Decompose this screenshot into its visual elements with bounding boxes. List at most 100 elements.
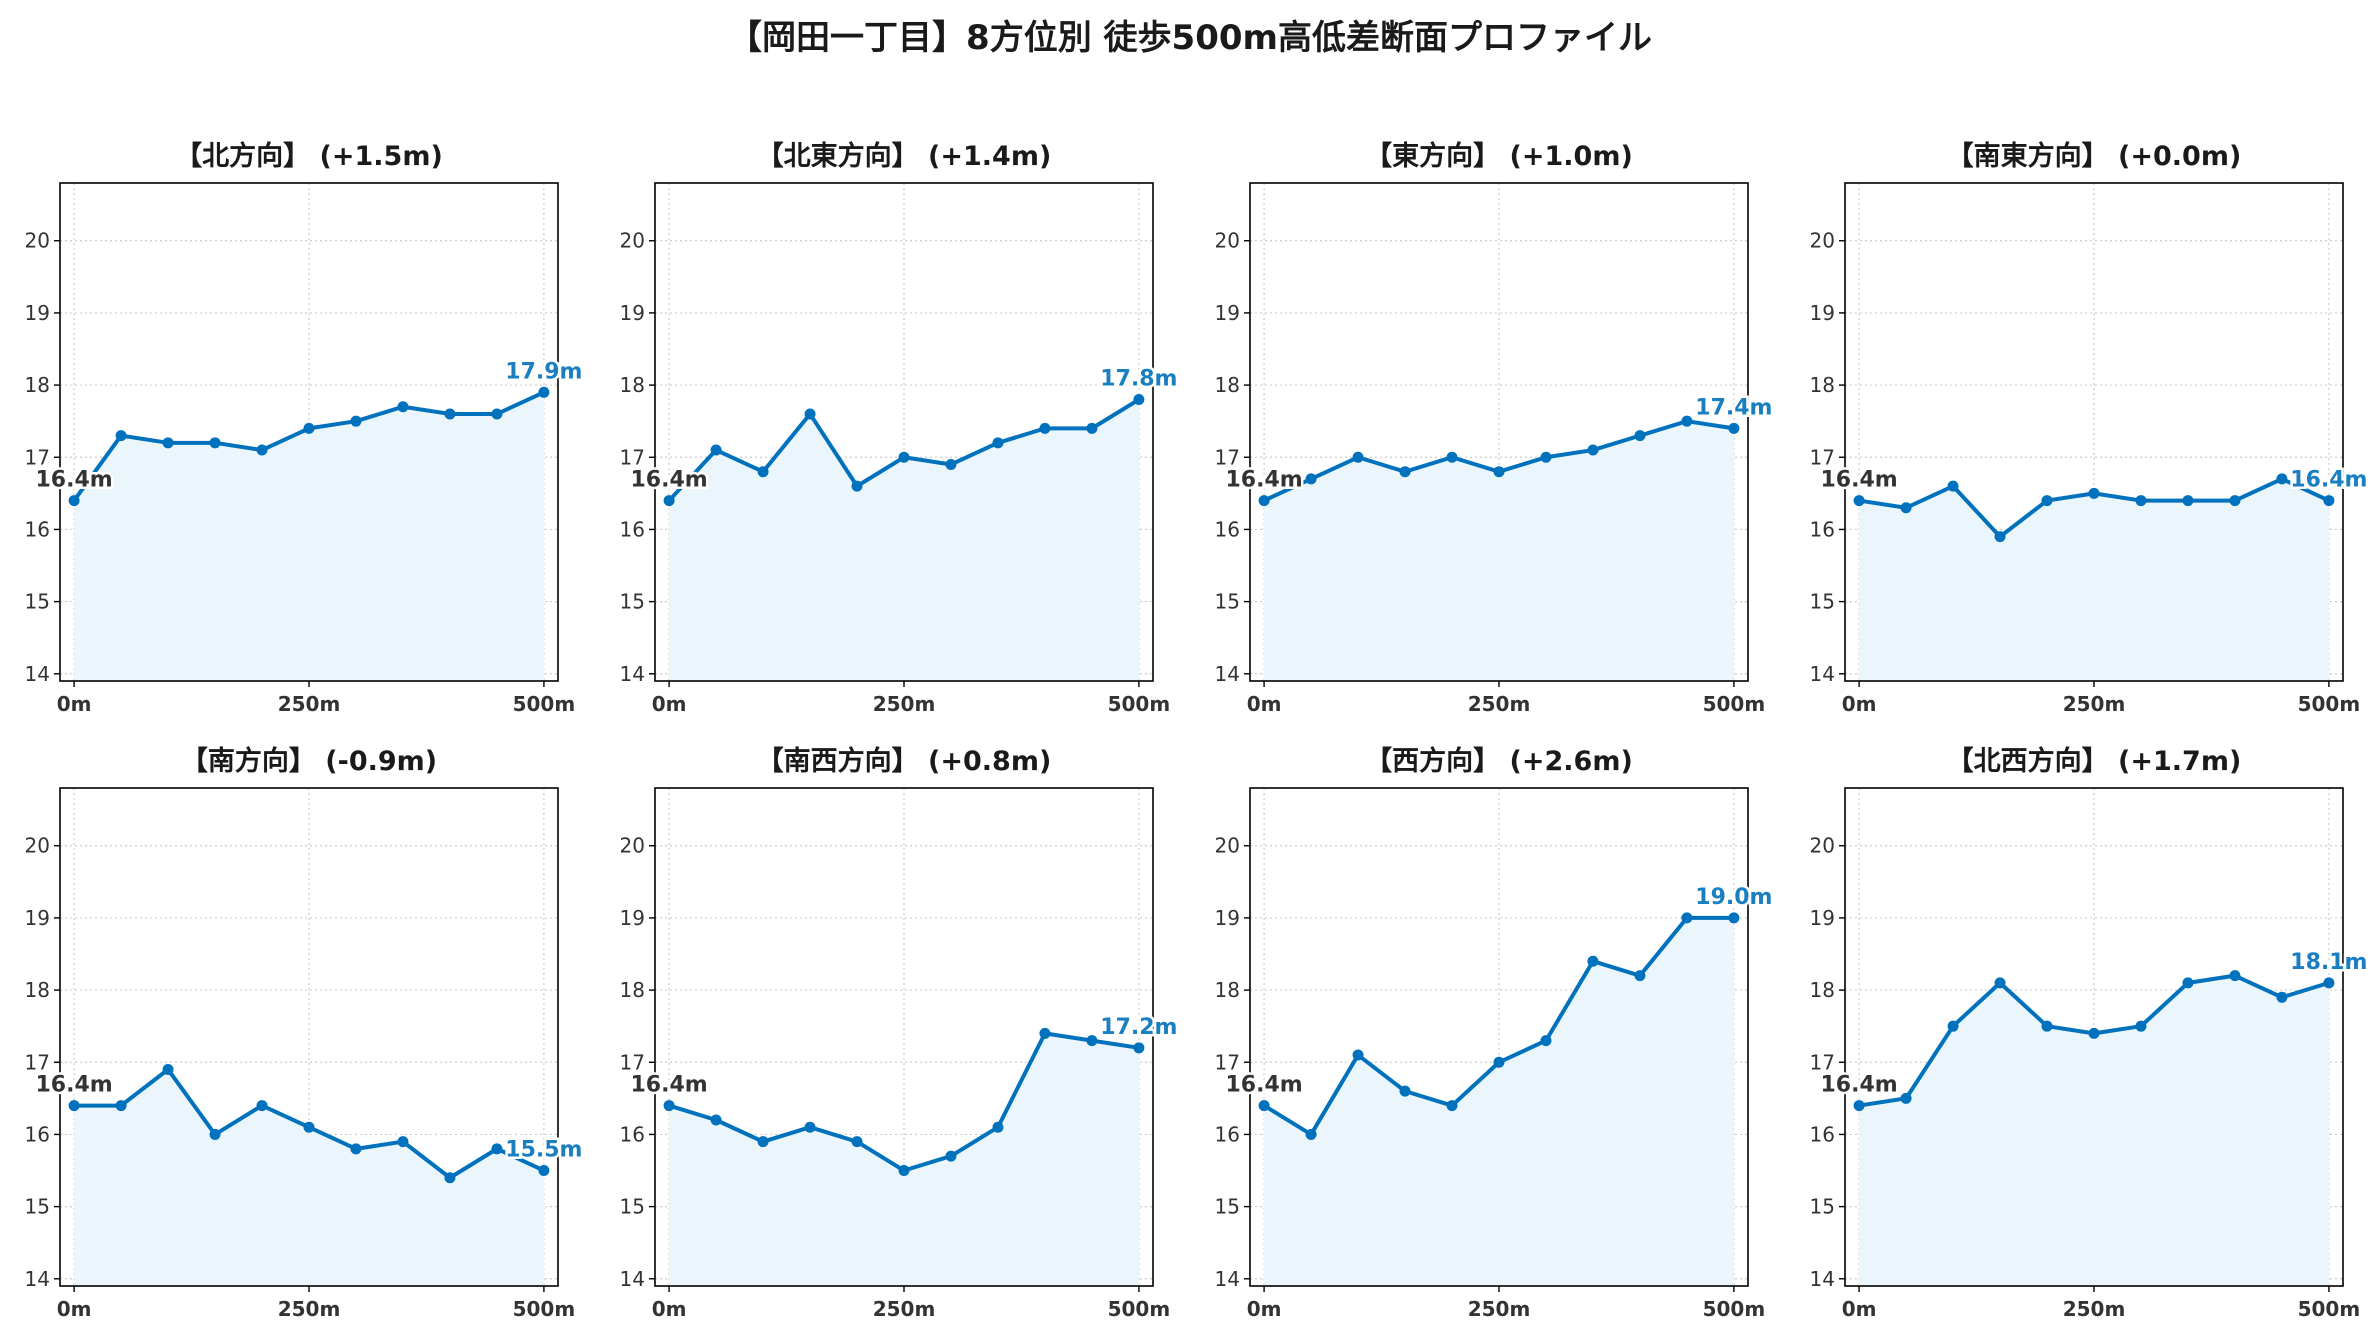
y-tick-label: 14 (25, 1267, 50, 1291)
y-tick-label: 20 (1810, 229, 1835, 253)
elevation-point (2088, 1027, 2100, 1039)
x-tick-label: 500m (2298, 1297, 2361, 1321)
end-elevation-label: 15.5m (505, 1138, 582, 1163)
y-tick-label: 14 (25, 662, 50, 686)
x-tick-label: 0m (1842, 1297, 1877, 1321)
x-tick-label: 250m (2063, 1297, 2126, 1321)
y-tick-label: 18 (1215, 978, 1240, 1002)
elevation-point (2182, 977, 2194, 989)
y-tick-label: 15 (1215, 1195, 1240, 1219)
elevation-point (115, 1100, 127, 1112)
elevation-point (2323, 977, 2335, 989)
elevation-point (1493, 466, 1505, 478)
elevation-point (68, 495, 80, 507)
x-tick-label: 250m (1468, 1297, 1531, 1321)
x-tick-label: 250m (873, 1297, 936, 1321)
elevation-point (2323, 495, 2335, 507)
y-tick-label: 14 (620, 1267, 645, 1291)
y-tick-label: 17 (1215, 445, 1240, 469)
elevation-point (992, 1121, 1004, 1133)
elevation-point (2135, 495, 2147, 507)
elevation-point (1900, 1092, 1912, 1104)
elevation-point (851, 1136, 863, 1148)
elevation-point (1681, 912, 1693, 924)
elevation-point (1258, 1100, 1270, 1112)
elevation-point (1039, 1027, 1051, 1039)
end-elevation-label: 17.8m (1100, 367, 1177, 392)
subplot-7: 14 15 16 17 18 19 20 0m 250m 500m 【西方向】 (+2.6m) 16.… (1215, 745, 1775, 1321)
y-tick-label: 16 (1810, 517, 1835, 541)
x-tick-label: 0m (57, 692, 92, 716)
elevation-point (804, 408, 816, 420)
start-elevation-label: 16.4m (1225, 1073, 1302, 1098)
y-tick-label: 19 (620, 906, 645, 930)
elevation-point (992, 437, 1004, 449)
elevation-point (303, 1121, 315, 1133)
x-tick-label: 250m (278, 1297, 341, 1321)
elevation-area (1264, 421, 1734, 681)
x-tick-label: 0m (652, 692, 687, 716)
y-tick-label: 15 (620, 1195, 645, 1219)
elevation-area (669, 1033, 1139, 1286)
y-tick-label: 18 (1810, 978, 1835, 1002)
y-tick-label: 18 (1810, 373, 1835, 397)
y-tick-label: 17 (1810, 445, 1835, 469)
y-tick-label: 15 (1810, 590, 1835, 614)
subplot-title: 【東方向】 (+1.0m) (1365, 140, 1633, 172)
subplot-title: 【南西方向】 (+0.8m) (757, 745, 1052, 777)
elevation-point (1086, 1035, 1098, 1047)
elevation-point (350, 415, 362, 427)
y-tick-label: 14 (1810, 662, 1835, 686)
start-elevation-label: 16.4m (1820, 1073, 1897, 1098)
y-tick-label: 14 (1810, 1267, 1835, 1291)
subplot-title: 【北方向】 (+1.5m) (175, 140, 443, 172)
elevation-point (1587, 444, 1599, 456)
elevation-point (710, 444, 722, 456)
elevation-point (2041, 1020, 2053, 1032)
elevation-point (851, 480, 863, 492)
elevation-point (2088, 487, 2100, 499)
x-tick-label: 250m (2063, 692, 2126, 716)
elevation-area (74, 392, 544, 681)
elevation-point (1399, 1085, 1411, 1097)
y-tick-label: 19 (1810, 301, 1835, 325)
elevation-point (945, 458, 957, 470)
y-tick-label: 17 (1810, 1050, 1835, 1074)
y-tick-label: 18 (1215, 373, 1240, 397)
y-tick-label: 19 (1810, 906, 1835, 930)
y-tick-label: 20 (1215, 229, 1240, 253)
elevation-point (1947, 1020, 1959, 1032)
y-tick-label: 16 (1215, 517, 1240, 541)
x-tick-label: 500m (1703, 692, 1766, 716)
elevation-point (2229, 495, 2241, 507)
elevation-point (710, 1114, 722, 1126)
elevation-point (538, 386, 550, 398)
y-tick-label: 20 (25, 229, 50, 253)
elevation-point (2135, 1020, 2147, 1032)
elevation-point (397, 401, 409, 413)
elevation-point (663, 495, 675, 507)
elevation-point (1587, 955, 1599, 967)
elevation-point (162, 437, 174, 449)
elevation-point (898, 1165, 910, 1177)
subplot-title: 【南東方向】 (+0.0m) (1947, 140, 2242, 172)
y-tick-label: 15 (25, 1195, 50, 1219)
y-tick-label: 16 (620, 517, 645, 541)
subplot-4: 14 15 16 17 18 19 20 0m 250m 500m 【南東方向】 (+0.0m) 16… (1810, 140, 2370, 716)
elevation-point (804, 1121, 816, 1133)
y-tick-label: 18 (25, 978, 50, 1002)
elevation-area (1859, 478, 2329, 681)
y-tick-label: 17 (620, 445, 645, 469)
y-tick-label: 19 (620, 301, 645, 325)
x-tick-label: 500m (1108, 1297, 1171, 1321)
y-tick-label: 15 (25, 590, 50, 614)
start-elevation-label: 16.4m (1820, 468, 1897, 493)
elevation-point (1258, 495, 1270, 507)
y-tick-label: 15 (1215, 590, 1240, 614)
elevation-point (256, 1100, 268, 1112)
end-elevation-label: 19.0m (1695, 885, 1772, 910)
subplot-2: 14 15 16 17 18 19 20 0m 250m 500m 【北東方向】 (+1.4m) 16… (620, 140, 1180, 716)
elevation-point (115, 430, 127, 442)
elevation-area (74, 1069, 544, 1286)
